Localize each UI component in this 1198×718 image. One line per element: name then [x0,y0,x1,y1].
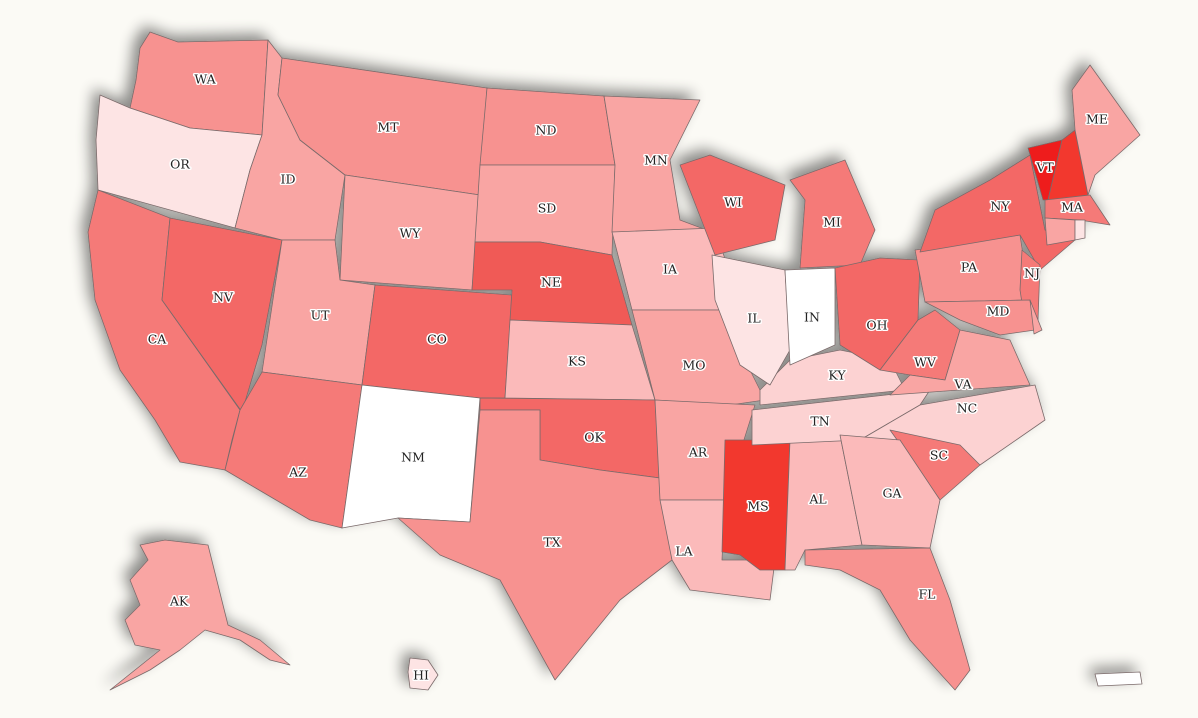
state-nd[interactable] [479,87,616,166]
states-layer [87,31,1143,691]
state-hi[interactable] [407,657,439,691]
state-ct[interactable] [1044,217,1076,246]
state-ks[interactable] [504,319,656,401]
state-md[interactable] [924,299,1036,336]
state-wy[interactable] [339,174,481,291]
state-pr[interactable] [1094,671,1143,687]
state-ms[interactable] [721,439,791,571]
state-co[interactable] [361,284,513,399]
state-ri[interactable] [1074,219,1086,241]
state-sd[interactable] [474,164,616,256]
state-me[interactable] [1071,64,1141,196]
state-ak[interactable] [109,539,291,691]
state-mi[interactable] [789,159,876,269]
state-fl[interactable] [804,547,971,691]
state-va[interactable] [889,329,1031,396]
state-wi[interactable] [679,154,786,256]
state-nv[interactable] [161,217,283,413]
state-ga[interactable] [839,434,941,549]
state-de[interactable] [1029,299,1043,335]
state-ma[interactable] [1044,194,1111,226]
state-tx[interactable] [397,409,673,681]
state-in[interactable] [784,267,836,366]
state-mn[interactable] [603,95,713,233]
state-nm[interactable] [341,384,481,529]
